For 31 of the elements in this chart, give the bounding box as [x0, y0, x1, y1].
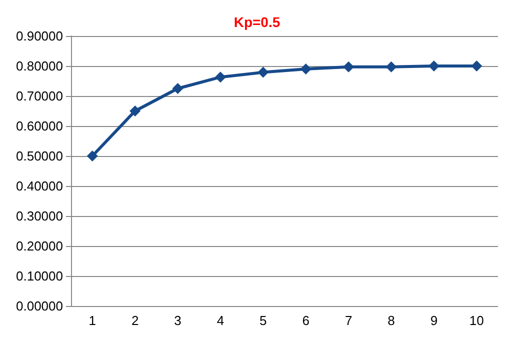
x-tick-label: 3 — [174, 313, 182, 328]
point — [86, 150, 98, 162]
y-tick-label: 0.60000 — [16, 118, 63, 134]
y-tick-label: 0.20000 — [16, 238, 63, 254]
point — [130, 106, 141, 116]
y-tick-label: 0.40000 — [16, 178, 63, 194]
x-tick-label: 5 — [260, 313, 267, 328]
point — [258, 66, 269, 78]
y-tick-label: 0.80000 — [16, 58, 63, 74]
point — [300, 64, 312, 74]
point — [386, 61, 397, 72]
y-tick-label: 0.90000 — [16, 28, 63, 44]
y-tick-label: 0.00000 — [16, 298, 63, 314]
x-tick-label: 6 — [302, 313, 310, 328]
x-tick-label: 1 — [88, 313, 96, 328]
y-tick-label: 0.30000 — [16, 208, 63, 224]
x-tick-label: 7 — [344, 313, 352, 328]
y-tick-label: 0.50000 — [16, 148, 63, 164]
chart-title: Kp=0.5 — [234, 14, 280, 30]
x-tick-label: 9 — [430, 313, 438, 328]
point — [172, 83, 184, 94]
y-tick-label: 0.10000 — [16, 268, 63, 284]
point — [343, 61, 354, 72]
x-tick-label: 4 — [216, 313, 224, 328]
point — [214, 72, 226, 83]
y-tick-label: 0.70000 — [16, 88, 63, 104]
x-tick-label: 8 — [388, 313, 395, 328]
point — [471, 60, 482, 72]
x-tick-label: 2 — [131, 313, 139, 328]
point — [428, 60, 440, 72]
x-tick-label: 10 — [469, 313, 484, 328]
